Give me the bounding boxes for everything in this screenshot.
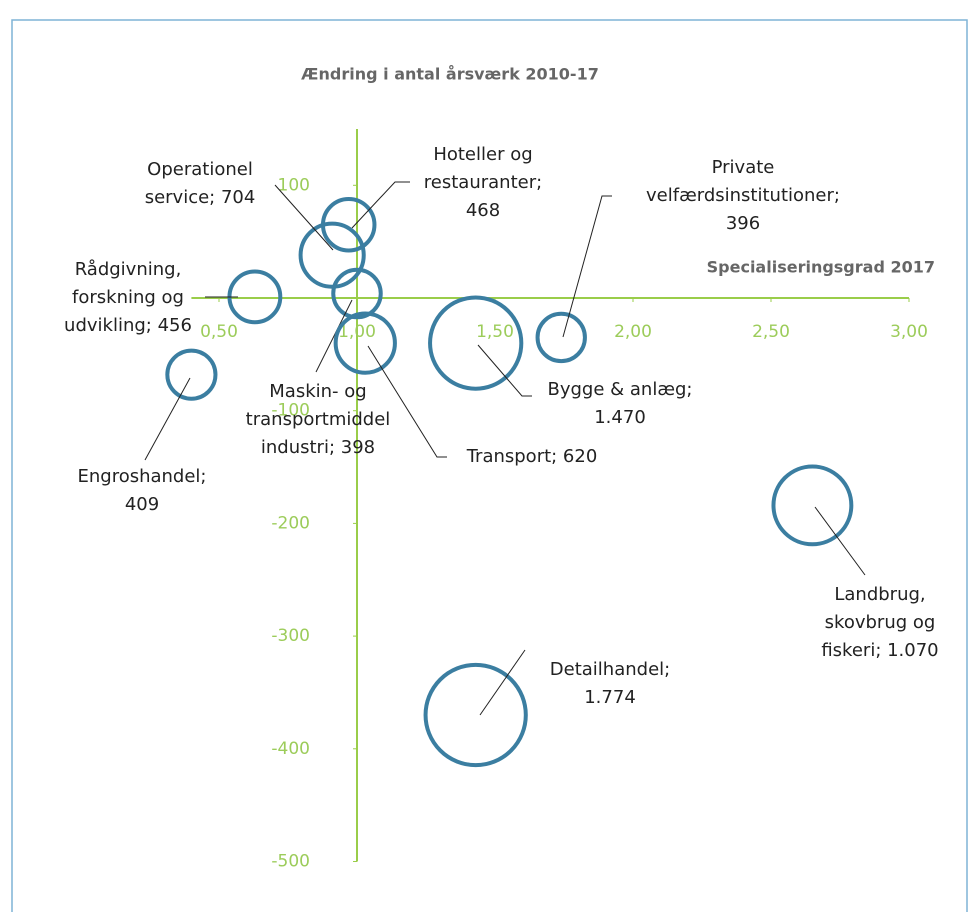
y-axis-title: Ændring i antal årsværk 2010-17	[301, 65, 599, 84]
leader-line	[479, 649, 526, 716]
y-tick-label: -500	[271, 852, 310, 872]
data-label: Engroshandel;	[77, 466, 206, 487]
leader-line	[477, 344, 532, 397]
x-axis-title: Specialiseringsgrad 2017	[707, 258, 935, 277]
data-label: Private	[712, 157, 775, 178]
data-label: transportmiddel	[246, 409, 391, 430]
data-label: Detailhandel;	[550, 659, 670, 680]
data-label: skovbrug og	[825, 612, 936, 633]
bubble	[535, 311, 587, 364]
data-label: forskning og	[72, 287, 184, 308]
data-label: 396	[726, 213, 760, 234]
data-label: velfærdsinstitutioner;	[646, 185, 840, 206]
bubble	[771, 464, 854, 547]
data-label: Transport; 620	[466, 446, 598, 467]
y-tick-label: -400	[271, 739, 310, 759]
data-label: service; 704	[145, 187, 256, 208]
x-tick-label: 3,00	[890, 322, 928, 342]
data-label: 1.470	[594, 407, 646, 428]
data-label: 468	[466, 200, 500, 221]
data-label: 409	[125, 494, 159, 515]
data-label: restauranter;	[424, 172, 542, 193]
leader-line	[562, 195, 612, 338]
y-tick-label: -200	[271, 513, 310, 533]
leader-line	[315, 299, 353, 373]
y-tick-label: 100	[278, 175, 310, 195]
data-label: fiskeri; 1.070	[821, 640, 938, 661]
bubble	[165, 348, 218, 401]
bubble	[298, 221, 366, 289]
x-tick-label: 2,50	[752, 322, 790, 342]
data-label: Rådgivning,	[75, 259, 182, 280]
leader-line	[144, 377, 191, 461]
leader-line	[274, 184, 334, 251]
data-label: industri; 398	[261, 437, 375, 458]
leader-line	[367, 345, 447, 458]
bubble	[331, 267, 383, 320]
data-label: Maskin- og	[269, 381, 366, 402]
leader-line	[814, 506, 866, 576]
x-tick-label: 1,00	[338, 322, 376, 342]
data-label: Bygge & anlæg;	[547, 379, 692, 400]
bubble	[428, 295, 524, 391]
leader-line	[351, 181, 410, 229]
x-tick-label: 1,50	[476, 322, 514, 342]
x-tick-label: 0,50	[200, 322, 238, 342]
x-tick-label: 2,00	[614, 322, 652, 342]
y-tick-label: -300	[271, 626, 310, 646]
bubble	[333, 311, 397, 375]
frame	[11, 19, 968, 912]
data-label: 1.774	[584, 687, 636, 708]
bubble	[423, 662, 528, 768]
data-label: Operationel	[147, 159, 253, 180]
data-label: udvikling; 456	[64, 315, 192, 336]
data-label: Hoteller og	[433, 144, 532, 165]
data-label: Landbrug,	[834, 584, 925, 605]
y-tick-label: -100	[271, 401, 310, 421]
